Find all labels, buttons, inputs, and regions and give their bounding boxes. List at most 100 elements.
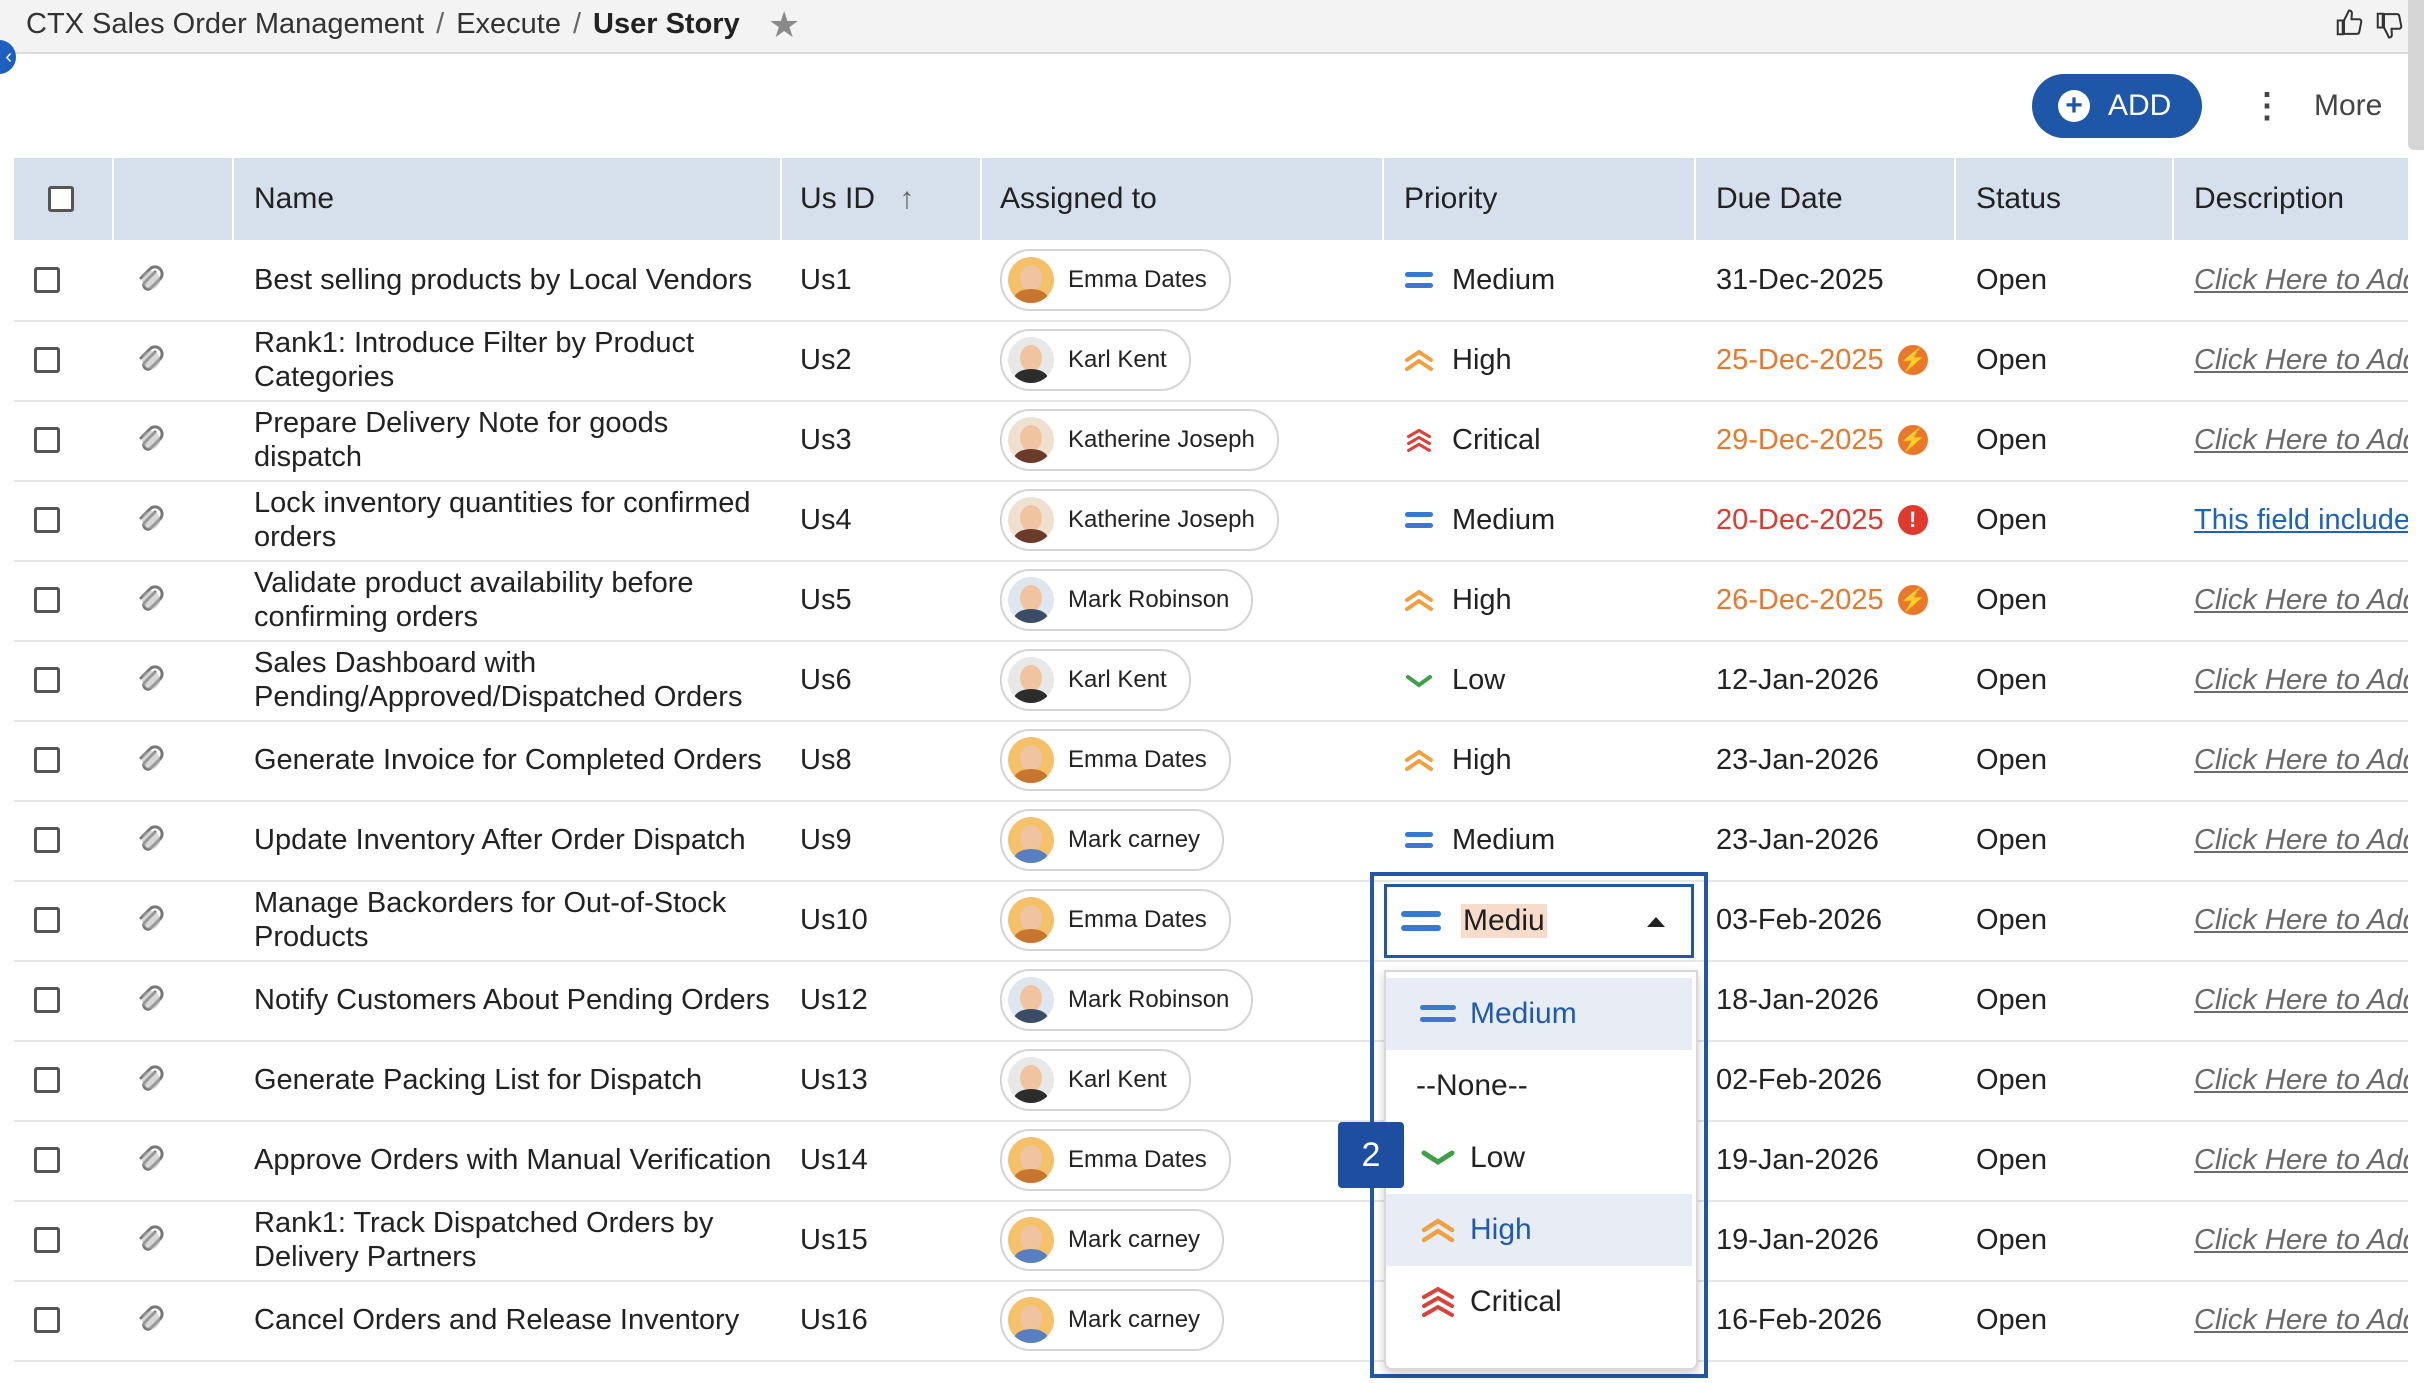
row-checkbox[interactable] — [34, 267, 60, 293]
breadcrumb-app[interactable]: CTX Sales Order Management — [26, 8, 425, 40]
collapse-sidebar-button[interactable]: ‹ — [0, 40, 16, 74]
row-checkbox[interactable] — [34, 667, 60, 693]
priority-option-high[interactable]: High — [1386, 1194, 1692, 1266]
table-row[interactable]: Prepare Delivery Note for goods dispatch… — [14, 400, 2408, 482]
description-link[interactable]: Click Here to Add — [2194, 583, 2408, 616]
paperclip-icon[interactable] — [136, 423, 166, 457]
status[interactable]: Open — [1976, 1143, 2047, 1176]
status[interactable]: Open — [1976, 1223, 2047, 1256]
priority-option-low[interactable]: Low — [1386, 1122, 1692, 1194]
due-date-cell[interactable]: 03-Feb-2026 — [1716, 880, 1882, 960]
priority-option-none[interactable]: --None-- — [1386, 1050, 1692, 1122]
story-name[interactable]: Prepare Delivery Note for goods dispatch — [254, 407, 669, 473]
status[interactable]: Open — [1976, 903, 2047, 936]
select-all-checkbox[interactable] — [48, 186, 74, 212]
table-row[interactable]: Notify Customers About Pending Orders Us1… — [14, 960, 2408, 1042]
assignee-chip[interactable]: Emma Dates — [1000, 249, 1231, 311]
paperclip-icon[interactable] — [136, 503, 166, 537]
paperclip-icon[interactable] — [136, 823, 166, 857]
table-row[interactable]: Rank1: Track Dispatched Orders by Delive… — [14, 1200, 2408, 1282]
status[interactable]: Open — [1976, 583, 2047, 616]
description-link[interactable]: This field includes — [2194, 503, 2408, 536]
row-checkbox[interactable] — [34, 1307, 60, 1333]
story-name[interactable]: Rank1: Introduce Filter by Product Categ… — [254, 327, 695, 393]
story-name[interactable]: Best selling products by Local Vendors — [254, 264, 753, 296]
column-header-description[interactable]: Description — [2194, 182, 2345, 215]
table-row[interactable]: Sales Dashboard with Pending/Approved/Di… — [14, 640, 2408, 722]
status[interactable]: Open — [1976, 823, 2047, 856]
due-date-cell[interactable]: 29-Dec-2025 ⚡ — [1716, 400, 1928, 480]
assignee-chip[interactable]: Karl Kent — [1000, 329, 1191, 391]
assignee-chip[interactable]: Karl Kent — [1000, 1049, 1191, 1111]
status[interactable]: Open — [1976, 1303, 2047, 1336]
priority-cell[interactable]: Medium — [1404, 800, 1555, 880]
column-header-usid[interactable]: Us ID ↑ — [800, 158, 914, 240]
priority-option-medium[interactable]: Medium — [1386, 978, 1692, 1050]
assignee-chip[interactable]: Mark Robinson — [1000, 969, 1254, 1031]
table-row[interactable]: Manage Backorders for Out-of-Stock Produ… — [14, 880, 2408, 962]
paperclip-icon[interactable] — [136, 1143, 166, 1177]
sort-arrow-up-icon[interactable]: ↑ — [899, 182, 915, 215]
story-name[interactable]: Cancel Orders and Release Inventory — [254, 1304, 740, 1336]
paperclip-icon[interactable] — [136, 1223, 166, 1257]
assignee-chip[interactable]: Katherine Joseph — [1000, 409, 1279, 471]
row-checkbox[interactable] — [34, 907, 60, 933]
column-header-due-date[interactable]: Due Date — [1716, 182, 1843, 215]
priority-cell[interactable]: Medium — [1404, 240, 1555, 320]
status[interactable]: Open — [1976, 343, 2047, 376]
priority-combobox[interactable]: Mediu — [1384, 884, 1694, 958]
table-row[interactable]: Lock inventory quantities for confirmed … — [14, 480, 2408, 562]
due-date-cell[interactable]: 26-Dec-2025 ⚡ — [1716, 560, 1928, 640]
assignee-chip[interactable]: Katherine Joseph — [1000, 489, 1279, 551]
description-link[interactable]: Click Here to Add — [2194, 423, 2408, 456]
thumbs-up-icon[interactable] — [2334, 8, 2364, 38]
table-row[interactable]: Rank1: Introduce Filter by Product Categ… — [14, 320, 2408, 402]
row-checkbox[interactable] — [34, 1067, 60, 1093]
row-checkbox[interactable] — [34, 1227, 60, 1253]
status[interactable]: Open — [1976, 983, 2047, 1016]
description-link[interactable]: Click Here to Add — [2194, 343, 2408, 376]
paperclip-icon[interactable] — [136, 903, 166, 937]
table-row[interactable]: Generate Invoice for Completed Orders Us8… — [14, 720, 2408, 802]
description-link[interactable]: Click Here to Add — [2194, 1223, 2408, 1256]
priority-cell[interactable]: Medium — [1404, 480, 1555, 560]
row-checkbox[interactable] — [34, 587, 60, 613]
priority-option-critical[interactable]: Critical — [1386, 1266, 1692, 1338]
row-checkbox[interactable] — [34, 827, 60, 853]
breadcrumb-section[interactable]: Execute — [456, 8, 561, 40]
story-name[interactable]: Manage Backorders for Out-of-Stock Produ… — [254, 887, 727, 953]
story-name[interactable]: Update Inventory After Order Dispatch — [254, 824, 746, 856]
row-checkbox[interactable] — [34, 747, 60, 773]
story-name[interactable]: Validate product availability before con… — [254, 567, 694, 633]
table-row[interactable]: Update Inventory After Order Dispatch Us9… — [14, 800, 2408, 882]
due-date-cell[interactable]: 18-Jan-2026 — [1716, 960, 1879, 1040]
due-date-cell[interactable]: 23-Jan-2026 — [1716, 800, 1879, 880]
paperclip-icon[interactable] — [136, 1063, 166, 1097]
status[interactable]: Open — [1976, 663, 2047, 696]
paperclip-icon[interactable] — [136, 743, 166, 777]
row-checkbox[interactable] — [34, 347, 60, 373]
status[interactable]: Open — [1976, 423, 2047, 456]
description-link[interactable]: Click Here to Add — [2194, 983, 2408, 1016]
status[interactable]: Open — [1976, 1063, 2047, 1096]
status[interactable]: Open — [1976, 503, 2047, 536]
column-header-assigned[interactable]: Assigned to — [1000, 182, 1157, 215]
paperclip-icon[interactable] — [136, 343, 166, 377]
table-row[interactable]: Generate Packing List for Dispatch Us13 Ka… — [14, 1040, 2408, 1122]
assignee-chip[interactable]: Emma Dates — [1000, 729, 1231, 791]
assignee-chip[interactable]: Mark Robinson — [1000, 569, 1254, 631]
row-checkbox[interactable] — [34, 987, 60, 1013]
due-date-cell[interactable]: 12-Jan-2026 — [1716, 640, 1879, 720]
story-name[interactable]: Notify Customers About Pending Orders — [254, 984, 770, 1016]
caret-up-icon[interactable] — [1647, 917, 1665, 927]
due-date-cell[interactable]: 20-Dec-2025! — [1716, 480, 1928, 560]
due-date-cell[interactable]: 25-Dec-2025 ⚡ — [1716, 320, 1928, 400]
due-date-cell[interactable]: 19-Jan-2026 — [1716, 1200, 1879, 1280]
priority-cell[interactable]: High — [1404, 560, 1512, 640]
story-name[interactable]: Sales Dashboard with Pending/Approved/Di… — [254, 647, 743, 713]
assignee-chip[interactable]: Emma Dates — [1000, 889, 1231, 951]
story-name[interactable]: Approve Orders with Manual Verification — [254, 1144, 772, 1176]
description-link[interactable]: Click Here to Add — [2194, 1063, 2408, 1096]
row-checkbox[interactable] — [34, 427, 60, 453]
description-link[interactable]: Click Here to Add — [2194, 663, 2408, 696]
